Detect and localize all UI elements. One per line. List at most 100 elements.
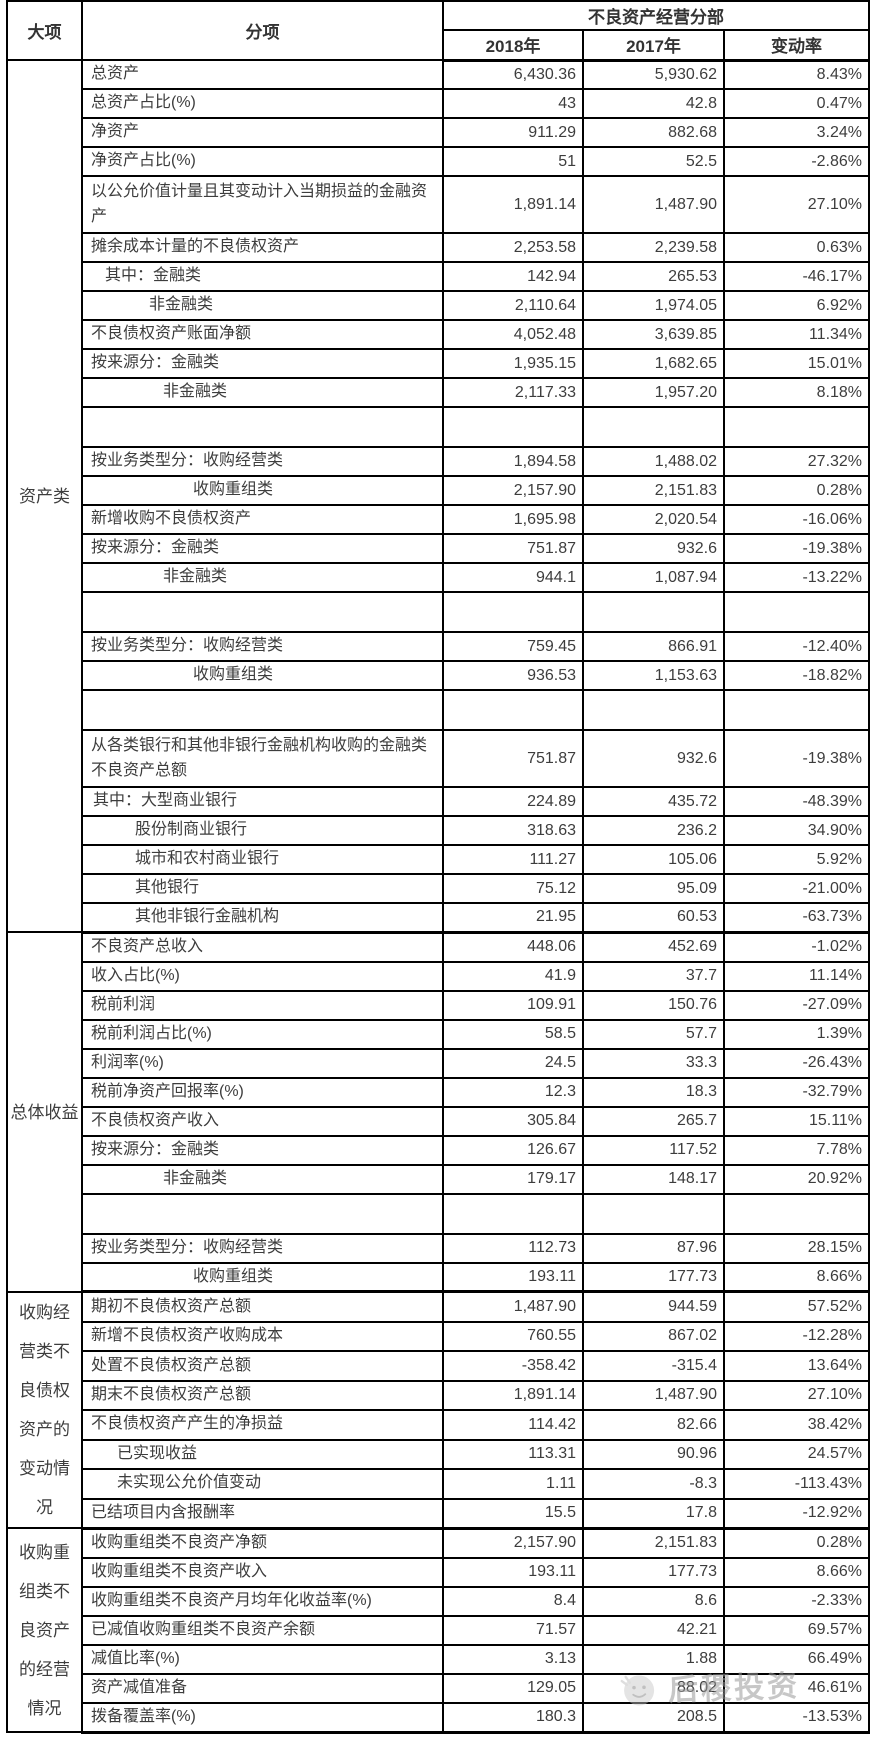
spacer-row bbox=[7, 1192, 871, 1235]
value-change: -19.38% bbox=[722, 729, 871, 788]
table-row: 已减值收购重组类不良资产余额 71.57 42.21 69.57% bbox=[7, 1614, 871, 1646]
value-2018: 51 bbox=[442, 146, 584, 177]
value-2018: 179.17 bbox=[442, 1163, 584, 1195]
row-label: 其他非银行金融机构 bbox=[81, 901, 444, 934]
table-row: 收购重组类不良资产收入 193.11 177.73 8.66% bbox=[7, 1556, 871, 1588]
value-change: 57.52% bbox=[722, 1290, 871, 1323]
value-2017: 105.06 bbox=[582, 844, 725, 875]
value-change: 66.49% bbox=[722, 1643, 871, 1675]
row-label bbox=[81, 591, 444, 633]
value-change bbox=[722, 689, 871, 731]
value-change: 6.92% bbox=[722, 290, 871, 321]
row-label: 收购重组类 bbox=[81, 1261, 444, 1294]
table-row: 非金融类 944.1 1,087.94 -13.22% bbox=[7, 562, 871, 593]
value-2017: 866.91 bbox=[582, 631, 725, 662]
value-2018: 224.89 bbox=[442, 786, 584, 817]
table-row: 新增收购不良债权资产 1,695.98 2,020.54 -16.06% bbox=[7, 504, 871, 535]
value-2018: 129.05 bbox=[442, 1672, 584, 1704]
value-2018: 111.27 bbox=[442, 844, 584, 875]
value-change: -2.33% bbox=[722, 1585, 871, 1617]
value-2017: 8.6 bbox=[582, 1585, 725, 1617]
value-2017: 1,488.02 bbox=[582, 446, 725, 477]
table-row: 从各类银行和其他非银行金融机构收购的金融类不良资产总额 751.87 932.6 -1… bbox=[7, 729, 871, 788]
value-2017: 2,020.54 bbox=[582, 504, 725, 535]
value-2017: 265.53 bbox=[582, 261, 725, 292]
value-2018: 1,487.90 bbox=[442, 1290, 584, 1323]
value-2018: 112.73 bbox=[442, 1232, 584, 1264]
row-label: 资产减值准备 bbox=[81, 1672, 444, 1704]
row-label: 处置不良债权资产总额 bbox=[81, 1350, 444, 1382]
row-label: 收购重组类不良资产收入 bbox=[81, 1556, 444, 1588]
value-2018: -358.42 bbox=[442, 1350, 584, 1382]
value-2018: 8.4 bbox=[442, 1585, 584, 1617]
value-2017: 42.8 bbox=[582, 88, 725, 119]
value-change: 34.90% bbox=[722, 815, 871, 846]
col-header-major: 大项 bbox=[6, 0, 83, 61]
value-2018: 936.53 bbox=[442, 660, 584, 691]
value-2017: 87.96 bbox=[582, 1232, 725, 1264]
value-change: 5.92% bbox=[722, 844, 871, 875]
value-change: -13.53% bbox=[722, 1701, 871, 1734]
value-change: -32.79% bbox=[722, 1076, 871, 1108]
table-row: 收购重组类 936.53 1,153.63 -18.82% bbox=[7, 660, 871, 691]
value-2017: 932.6 bbox=[582, 729, 725, 788]
row-label: 新增收购不良债权资产 bbox=[81, 504, 444, 535]
value-change: -12.92% bbox=[722, 1497, 871, 1530]
value-2017: 90.96 bbox=[582, 1438, 725, 1471]
table-row: 非金融类 2,110.64 1,974.05 6.92% bbox=[7, 290, 871, 321]
value-2018: 2,117.33 bbox=[442, 377, 584, 408]
row-label: 收购重组类 bbox=[81, 660, 444, 691]
value-2018: 193.11 bbox=[442, 1556, 584, 1588]
value-change: 3.24% bbox=[722, 117, 871, 148]
financial-table: 大项 分项 不良资产经营分部 2018年 2017年 变动率 资产类 总资产 6,4… bbox=[6, 0, 871, 1734]
row-label: 收购重组类不良资产净额 bbox=[81, 1527, 444, 1559]
value-change: -13.22% bbox=[722, 562, 871, 593]
row-label: 收购重组类不良资产月均年化收益率(%) bbox=[81, 1585, 444, 1617]
value-2018: 4,052.48 bbox=[442, 319, 584, 350]
row-label: 已减值收购重组类不良资产余额 bbox=[81, 1614, 444, 1646]
value-2017: -315.4 bbox=[582, 1350, 725, 1382]
value-2017 bbox=[582, 689, 725, 731]
value-2018: 126.67 bbox=[442, 1134, 584, 1166]
value-2017 bbox=[582, 591, 725, 633]
col-header-2017: 2017年 bbox=[582, 29, 725, 62]
value-2017 bbox=[582, 406, 725, 448]
value-2018: 1,891.14 bbox=[442, 1379, 584, 1412]
value-2018: 1,935.15 bbox=[442, 348, 584, 379]
value-2018: 15.5 bbox=[442, 1497, 584, 1530]
row-label: 已结项目内含报酬率 bbox=[81, 1497, 444, 1530]
spacer-row bbox=[7, 591, 871, 633]
row-label: 从各类银行和其他非银行金融机构收购的金融类不良资产总额 bbox=[81, 729, 444, 788]
value-2018 bbox=[442, 591, 584, 633]
value-2018 bbox=[442, 406, 584, 448]
table-row: 未实现公允价值变动 1.11 -8.3 -113.43% bbox=[7, 1468, 871, 1500]
col-header-change: 变动率 bbox=[722, 29, 871, 62]
table-row: 其中：大型商业银行 224.89 435.72 -48.39% bbox=[7, 786, 871, 817]
value-2017: 17.8 bbox=[582, 1497, 725, 1530]
value-change: -18.82% bbox=[722, 660, 871, 691]
table-row: 净资产占比(%) 51 52.5 -2.86% bbox=[7, 146, 871, 177]
value-change bbox=[722, 1192, 871, 1235]
value-2017: 867.02 bbox=[582, 1320, 725, 1353]
value-change: 27.10% bbox=[722, 1379, 871, 1412]
value-change: 8.18% bbox=[722, 377, 871, 408]
value-2017: 1,957.20 bbox=[582, 377, 725, 408]
row-label: 非金融类 bbox=[81, 377, 444, 408]
value-2017: 1,974.05 bbox=[582, 290, 725, 321]
row-label: 非金融类 bbox=[81, 1163, 444, 1195]
value-2017: 435.72 bbox=[582, 786, 725, 817]
group-label: 资产类 bbox=[6, 58, 83, 934]
value-2017: 150.76 bbox=[582, 989, 725, 1021]
group-label: 收购重 组类不 良资产 的经营 情况 bbox=[6, 1527, 83, 1734]
value-2018: 43 bbox=[442, 88, 584, 119]
value-2017: 1,087.94 bbox=[582, 562, 725, 593]
value-change: 1.39% bbox=[722, 1018, 871, 1050]
value-2017: 944.59 bbox=[582, 1290, 725, 1323]
row-label: 按业务类型分：收购经营类 bbox=[81, 631, 444, 662]
value-change: 0.63% bbox=[722, 232, 871, 263]
table-row: 收购经 营类不 良债权 资产的 变动情 况期初不良债权资产总额 1,487.90 9… bbox=[6, 1290, 871, 1530]
row-label: 总资产 bbox=[81, 59, 444, 90]
row-label: 净资产占比(%) bbox=[81, 146, 444, 177]
value-change: 13.64% bbox=[722, 1350, 871, 1382]
